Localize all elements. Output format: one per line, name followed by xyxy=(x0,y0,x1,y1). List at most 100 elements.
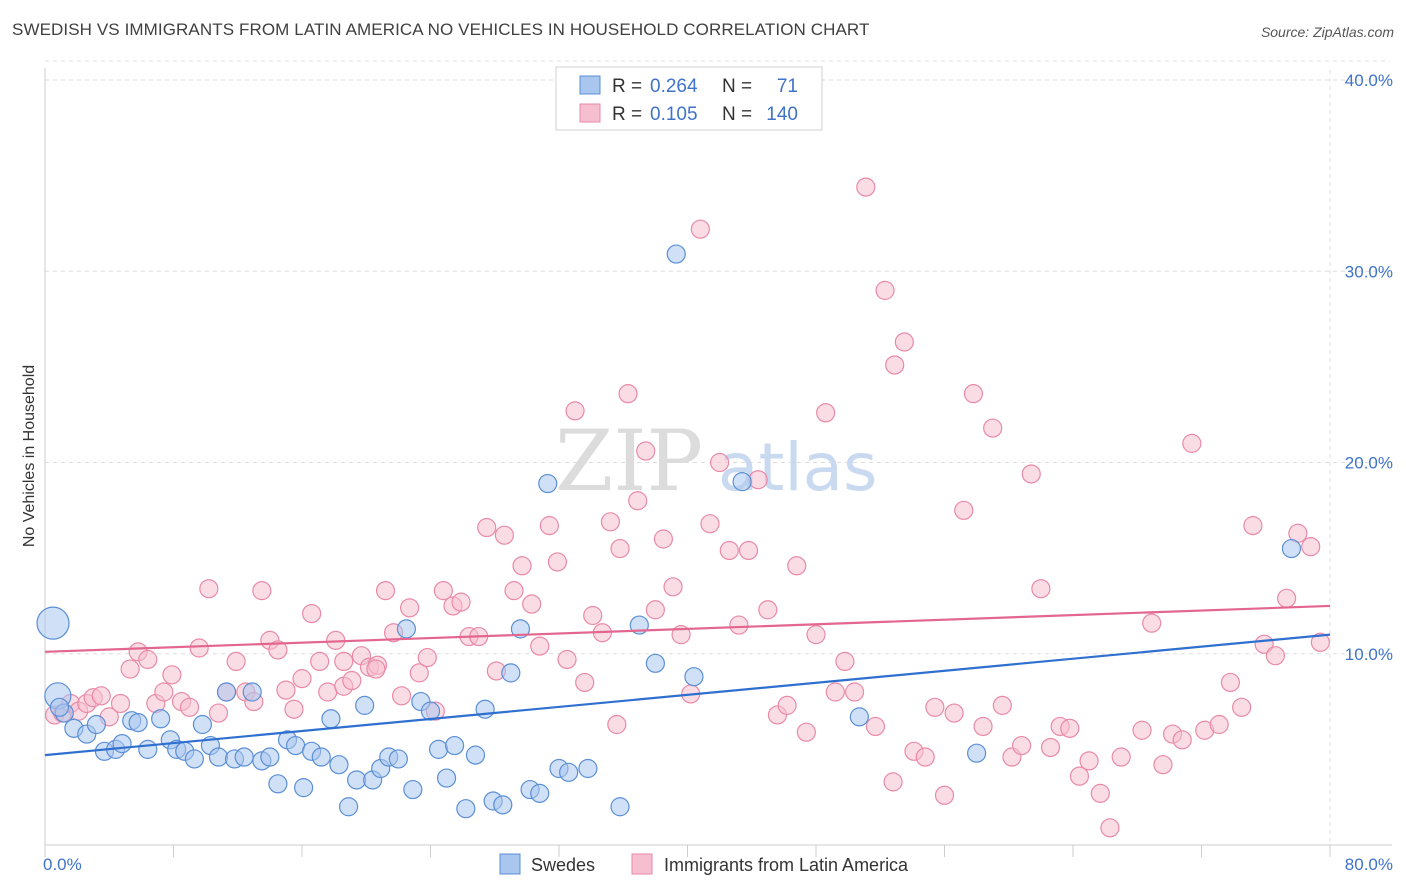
stats-legend-r-label-1: R = xyxy=(612,76,642,97)
latin-america-point xyxy=(91,686,111,706)
latin-america-point xyxy=(302,603,322,624)
latin-america-point xyxy=(954,500,974,520)
stats-legend-n-value-2: 140 xyxy=(766,104,798,125)
stats-legend-n-label-1: N = xyxy=(722,76,752,97)
latin-america-point xyxy=(915,747,935,767)
swedes-point xyxy=(666,244,686,264)
swedes-point xyxy=(530,783,550,803)
latin-america-point xyxy=(1100,818,1120,838)
swedes-point xyxy=(311,747,331,767)
swedes-point xyxy=(294,778,314,798)
swedes-point xyxy=(321,709,341,729)
latin-america-point xyxy=(120,659,140,679)
trend-lines xyxy=(44,604,1331,757)
watermark: ZIP atlas xyxy=(555,412,878,510)
latin-america-point xyxy=(409,663,429,683)
stats-legend: R = 0.264 N = 71 R = 0.105 N = 140 xyxy=(555,66,823,131)
latin-america-point xyxy=(992,695,1012,715)
latin-america-point xyxy=(189,638,209,658)
latin-america-point xyxy=(530,636,550,656)
swedes-point xyxy=(285,735,306,756)
latin-america-point xyxy=(719,540,739,561)
stats-legend-swatch-swedes xyxy=(579,75,601,95)
latin-america-point xyxy=(154,682,174,702)
swedes-point xyxy=(510,619,531,639)
latin-america-point xyxy=(934,785,955,805)
swedes-point xyxy=(538,473,558,494)
y-axis-title: No Vehicles in Household xyxy=(21,365,38,547)
latin-america-point xyxy=(865,716,886,737)
swedes-point xyxy=(151,709,171,729)
series-legend-swatch-latin-america xyxy=(631,853,653,875)
latin-america-point xyxy=(318,682,338,702)
x-tick-label-max: 80.0% xyxy=(1345,855,1393,874)
latin-america-point xyxy=(583,605,603,626)
swedes-point xyxy=(456,799,476,819)
latin-america-trend-line xyxy=(44,604,1331,653)
latin-america-point xyxy=(825,682,845,702)
swedes-point xyxy=(684,667,704,687)
stats-legend-n-label-2: N = xyxy=(722,104,752,125)
series-legend-label-latin-america: Immigrants from Latin America xyxy=(664,855,909,875)
latin-america-point xyxy=(983,418,1003,438)
swedes-point xyxy=(428,739,449,759)
swedes-point xyxy=(184,749,204,769)
latin-america-point xyxy=(1232,697,1252,717)
latin-america-point xyxy=(738,540,759,561)
latin-america-point xyxy=(729,615,749,635)
latin-america-point xyxy=(391,686,412,706)
swedes-point xyxy=(396,619,417,639)
swedes-point xyxy=(1281,538,1302,559)
swedes-point xyxy=(329,755,349,775)
chart-title: SWEDISH VS IMMIGRANTS FROM LATIN AMERICA… xyxy=(12,20,870,39)
swedes-point xyxy=(138,739,158,759)
latin-america-point xyxy=(600,512,621,532)
latin-america-point xyxy=(663,577,683,597)
swedes-point xyxy=(420,701,441,721)
watermark-zip: ZIP xyxy=(555,412,703,510)
latin-america-point xyxy=(963,384,984,404)
gridlines xyxy=(45,60,1390,845)
latin-america-point xyxy=(310,651,330,672)
stats-legend-n-value-1: 71 xyxy=(777,76,798,97)
swedes-point xyxy=(493,795,513,815)
latin-america-point xyxy=(618,384,638,404)
latin-america-point xyxy=(208,703,229,723)
swedes-point xyxy=(36,606,70,640)
latin-america-point xyxy=(138,649,158,670)
latin-america-point xyxy=(1090,783,1110,803)
swedes-point xyxy=(610,797,630,817)
swedes-point xyxy=(268,774,288,794)
latin-america-point xyxy=(787,556,807,576)
swedes-point xyxy=(501,663,521,683)
x-tick-label-min: 0.0% xyxy=(43,855,82,874)
latin-america-point xyxy=(557,649,577,670)
latin-america-point xyxy=(1220,672,1241,693)
latin-america-point xyxy=(894,332,914,352)
latin-america-point xyxy=(1243,516,1263,536)
y-tick-label-3: 40.0% xyxy=(1345,71,1393,90)
latin-america-point xyxy=(400,598,420,618)
latin-america-point xyxy=(835,651,855,672)
stats-legend-r-value-1: 0.264 xyxy=(650,76,698,97)
swedes-points xyxy=(36,244,1302,819)
swedes-point xyxy=(192,714,213,735)
swedes-point xyxy=(347,770,367,790)
latin-america-point xyxy=(565,401,585,421)
latin-america-point xyxy=(1310,632,1330,652)
latin-america-point xyxy=(710,452,730,473)
latin-america-point xyxy=(973,716,993,737)
latin-america-point xyxy=(1079,751,1099,771)
latin-america-point xyxy=(875,280,895,300)
swedes-trend-line xyxy=(44,633,1331,757)
swedes-point xyxy=(128,712,148,733)
series-legend-label-swedes: Swedes xyxy=(531,855,595,875)
axes xyxy=(44,68,1392,857)
y-tick-labels: 10.0% 20.0% 30.0% 40.0% xyxy=(1345,71,1393,664)
swedes-point xyxy=(967,743,987,763)
series-legend-swatch-swedes xyxy=(499,853,521,875)
latin-america-point xyxy=(1172,730,1192,750)
source-credit: Source: ZipAtlas.com xyxy=(1260,24,1394,40)
stats-legend-swatch-latin-america xyxy=(579,103,601,123)
latin-america-point xyxy=(1277,588,1297,608)
